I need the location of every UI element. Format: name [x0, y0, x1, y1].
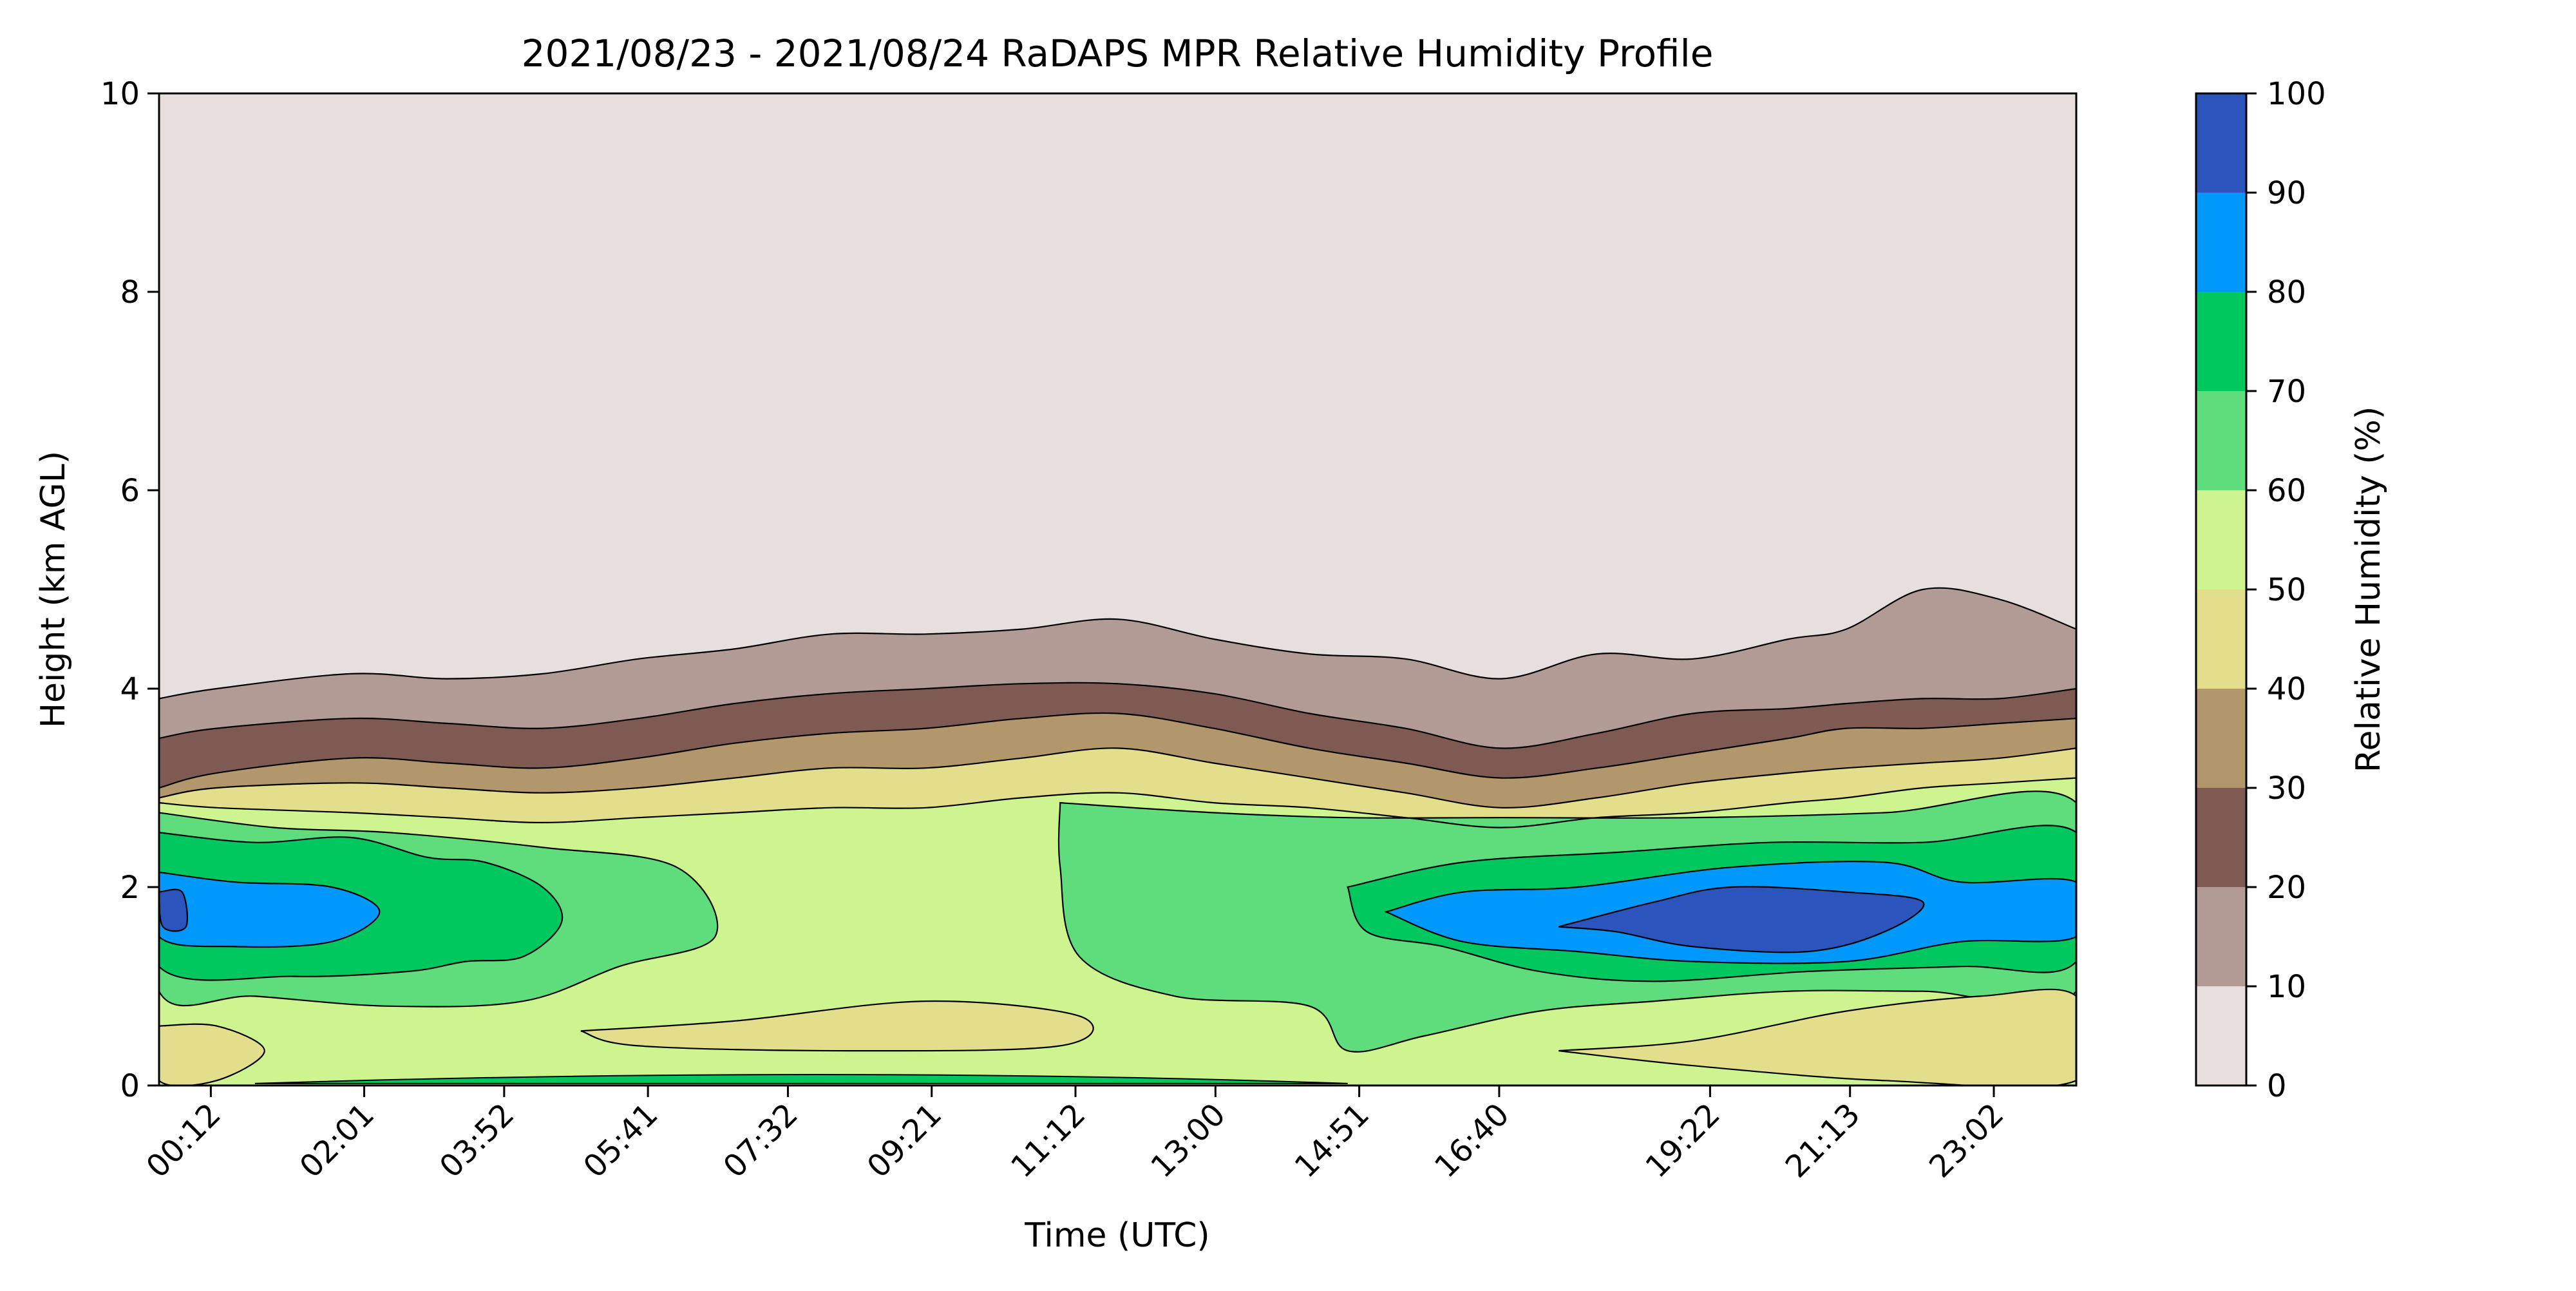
y-tick-label: 0 — [120, 1068, 140, 1104]
colorbar-tick-label: 80 — [2267, 274, 2306, 311]
y-tick-label: 4 — [120, 671, 140, 707]
y-axis: 0 2 4 6 8 10 — [100, 76, 159, 1104]
x-tick-label: 03:52 — [433, 1096, 521, 1185]
colorbar-tick-label: 10 — [2267, 969, 2306, 1005]
contour-10 — [159, 587, 2076, 700]
surface-strip — [254, 1074, 1348, 1084]
colorbar-segment — [2196, 193, 2246, 292]
pocket-40-50-right — [1558, 988, 2076, 1085]
x-tick-label: 00:12 — [139, 1096, 227, 1185]
y-tick-label: 2 — [120, 870, 140, 906]
colorbar-tick-label: 30 — [2267, 770, 2306, 807]
colorbar-tick-label: 40 — [2267, 671, 2306, 707]
x-tick-label: 05:41 — [576, 1096, 665, 1185]
y-tick-label: 8 — [120, 274, 140, 311]
x-tick-label: 09:21 — [860, 1096, 949, 1185]
x-axis: 00:12 02:01 03:52 05:41 07:32 09:21 11:12 13:00… — [139, 1085, 2011, 1185]
y-axis-label: Height (km AGL) — [34, 451, 73, 728]
x-axis-label: Time (UTC) — [1024, 1216, 1209, 1255]
contour-20 — [159, 682, 2076, 749]
pocket-40-50-surface — [159, 1023, 265, 1085]
colorbar-segment — [2196, 391, 2246, 490]
x-tick-label: 23:02 — [1922, 1096, 2011, 1185]
colorbar-segment — [2196, 490, 2246, 589]
colorbar-segment — [2196, 689, 2246, 788]
colorbar-segment — [2196, 986, 2246, 1085]
x-tick-label: 19:22 — [1638, 1096, 1727, 1185]
colorbar-tick-label: 70 — [2267, 374, 2306, 410]
band-80-90-left — [159, 871, 381, 948]
colorbar-segment — [2196, 93, 2246, 193]
colorbar-tick-label: 20 — [2267, 870, 2306, 906]
colorbar-tick-label: 50 — [2267, 572, 2306, 608]
contour-40 — [159, 747, 2076, 809]
contour-50 — [159, 777, 2076, 828]
plot-area — [159, 93, 2076, 1085]
x-tick-label: 14:51 — [1288, 1096, 1376, 1185]
x-tick-label: 07:32 — [717, 1096, 805, 1185]
colorbar-tick-label: 60 — [2267, 473, 2306, 509]
y-tick-label: 6 — [120, 473, 140, 509]
plot-frame — [158, 92, 2078, 1087]
colorbar-tick-label: 0 — [2267, 1068, 2287, 1104]
colorbar-tick-label: 100 — [2267, 76, 2326, 112]
x-tick-label: 02:01 — [293, 1096, 381, 1185]
chart-title: 2021/08/23 - 2021/08/24 RaDAPS MPR Relat… — [522, 32, 1714, 75]
colorbar-segment — [2196, 887, 2246, 986]
colorbar-segment — [2196, 788, 2246, 887]
band-90-100-left — [159, 888, 188, 932]
colorbar: 0 10 20 30 40 50 60 70 80 90 100 — [2195, 76, 2326, 1104]
colorbar-label: Relative Humidity (%) — [2349, 406, 2388, 773]
pocket-40-50 — [580, 1000, 1094, 1052]
colorbar-tick-label: 90 — [2267, 175, 2306, 211]
y-tick-label: 10 — [100, 76, 140, 112]
x-tick-label: 21:13 — [1779, 1096, 1867, 1185]
x-tick-label: 11:12 — [1004, 1096, 1092, 1185]
contour-30 — [159, 712, 2076, 789]
band-90-100-right — [1558, 886, 1925, 953]
x-tick-label: 16:40 — [1428, 1096, 1516, 1185]
colorbar-segment — [2196, 292, 2246, 391]
colorbar-segment — [2196, 589, 2246, 689]
x-tick-label: 13:00 — [1144, 1096, 1232, 1185]
